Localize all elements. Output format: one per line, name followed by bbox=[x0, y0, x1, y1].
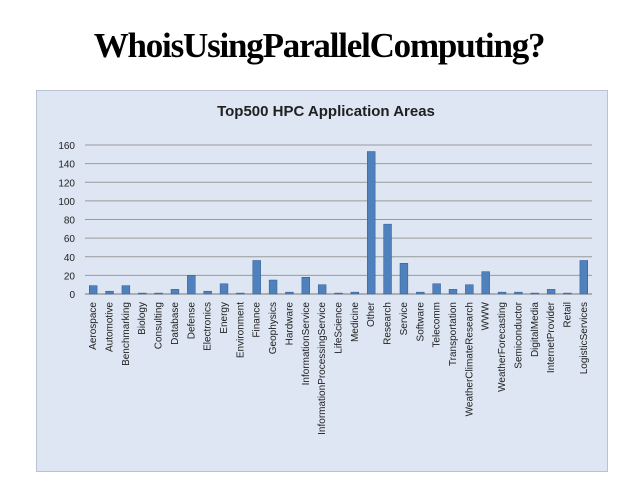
y-tick-label: 40 bbox=[64, 253, 76, 264]
x-tick-label: Energy bbox=[219, 302, 230, 334]
x-tick-label: Other bbox=[366, 301, 377, 327]
x-tick-label: Geophysics bbox=[268, 302, 279, 354]
x-tick-label: Finance bbox=[252, 302, 263, 338]
bar bbox=[563, 292, 572, 295]
bar bbox=[252, 260, 261, 295]
x-tick-label: Telecomm bbox=[432, 302, 443, 348]
bar bbox=[236, 292, 245, 295]
bars bbox=[89, 151, 588, 295]
x-tick-label: Electronics bbox=[203, 302, 214, 351]
x-tick-label: WeatherClimateResearch bbox=[464, 302, 475, 416]
bar bbox=[317, 284, 327, 295]
bar bbox=[219, 283, 229, 295]
x-tick-label: Defense bbox=[186, 302, 197, 340]
y-tick-label: 20 bbox=[64, 271, 76, 282]
bar bbox=[448, 289, 458, 295]
y-axis-ticks: 0 20 40 60 80 100 120 140 160 bbox=[58, 141, 75, 301]
bar bbox=[432, 283, 441, 295]
bar bbox=[383, 223, 392, 295]
y-tick-label: 100 bbox=[58, 197, 75, 208]
bar bbox=[579, 260, 588, 295]
bar bbox=[121, 285, 131, 295]
bar bbox=[481, 271, 490, 295]
x-tick-label: Software bbox=[415, 302, 426, 342]
x-tick-label: InformationProcessingService bbox=[317, 302, 328, 435]
x-tick-label: Environment bbox=[235, 302, 246, 358]
x-tick-label: WWW bbox=[481, 301, 492, 330]
bar bbox=[367, 151, 376, 295]
x-tick-label: Semiconductor bbox=[513, 301, 524, 368]
x-tick-label: InformationService bbox=[301, 302, 312, 386]
bar bbox=[465, 284, 474, 295]
x-tick-label: Consulting bbox=[154, 302, 165, 349]
chart-title: Top500 HPC Application Areas bbox=[217, 103, 435, 120]
bar bbox=[170, 289, 180, 295]
x-tick-label: Database bbox=[170, 302, 181, 345]
bar bbox=[497, 291, 507, 295]
bar bbox=[546, 289, 556, 295]
bar bbox=[187, 275, 196, 295]
x-tick-label: LifeScience bbox=[334, 302, 345, 354]
y-tick-label: 160 bbox=[58, 141, 75, 152]
bar bbox=[268, 279, 278, 295]
bar bbox=[301, 276, 310, 295]
bar bbox=[399, 263, 409, 295]
x-tick-label: Transportation bbox=[448, 302, 459, 366]
x-tick-label: Service bbox=[399, 302, 410, 336]
y-tick-label: 140 bbox=[58, 160, 75, 171]
bar bbox=[514, 291, 523, 295]
x-tick-label: Aerospace bbox=[88, 302, 99, 350]
bar bbox=[350, 291, 360, 295]
x-tick-label: WeatherForecasting bbox=[497, 302, 508, 392]
bar bbox=[334, 292, 343, 295]
bar bbox=[138, 292, 147, 295]
bar-chart: Top500 HPC Application Areas 0 20 40 60 80 10… bbox=[58, 103, 592, 435]
bar bbox=[154, 292, 163, 295]
x-tick-label: InternetProvider bbox=[546, 301, 557, 373]
x-tick-label: Benchmarking bbox=[121, 302, 132, 366]
x-tick-label: Automotive bbox=[105, 302, 116, 352]
bar bbox=[105, 290, 114, 295]
y-tick-label: 0 bbox=[69, 290, 75, 301]
bar bbox=[416, 291, 425, 295]
bar bbox=[530, 292, 539, 295]
bar bbox=[285, 291, 294, 295]
x-tick-label: DigitalMedia bbox=[530, 302, 541, 357]
x-tick-label: Research bbox=[383, 302, 394, 345]
slide-title: WhoisUsingParallelComputing? bbox=[93, 26, 546, 65]
gridlines bbox=[85, 144, 592, 295]
x-tick-label: Hardware bbox=[284, 302, 295, 346]
bar bbox=[89, 285, 98, 295]
bar bbox=[203, 290, 212, 295]
chart-panel: Top500 HPC Application Areas 0 20 40 60 80 10… bbox=[36, 90, 608, 472]
x-tick-label: Biology bbox=[137, 302, 148, 335]
x-tick-label: Retail bbox=[562, 302, 573, 328]
x-axis-labels: Aerospace Automotive Benchmarking Biology Co… bbox=[88, 301, 590, 435]
y-tick-label: 60 bbox=[64, 234, 76, 245]
y-tick-label: 120 bbox=[58, 178, 75, 189]
y-tick-label: 80 bbox=[64, 216, 76, 227]
x-tick-label: LogisticServices bbox=[579, 302, 590, 374]
x-tick-label: Medicine bbox=[350, 302, 361, 342]
